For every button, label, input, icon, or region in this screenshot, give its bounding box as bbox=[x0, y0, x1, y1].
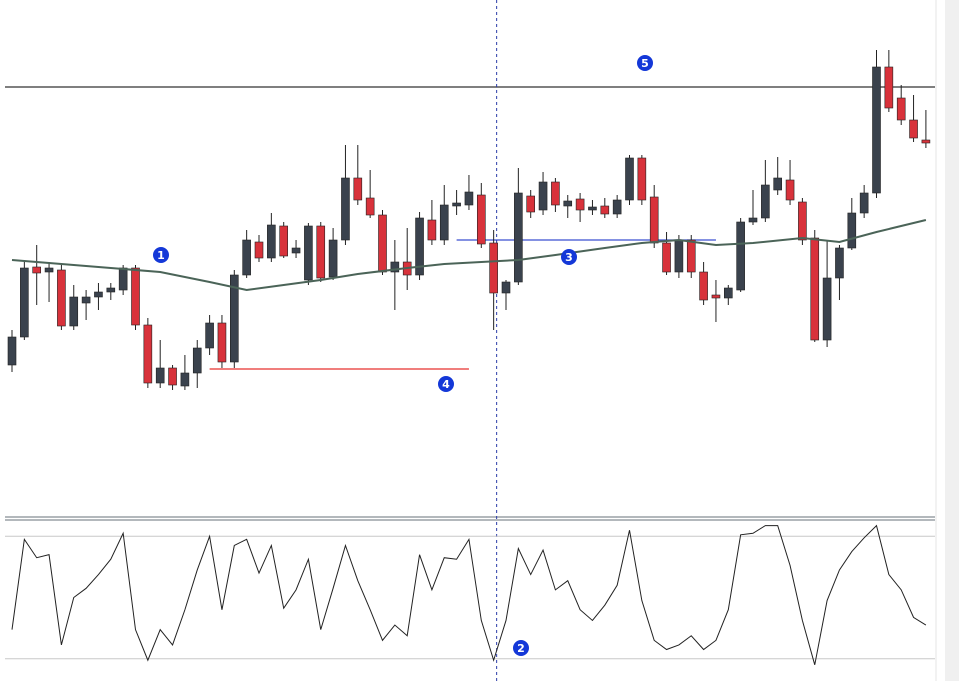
candle-body bbox=[155, 367, 165, 384]
candle-body bbox=[69, 296, 79, 327]
candle-body bbox=[649, 196, 659, 244]
candle-body bbox=[859, 192, 869, 214]
candle-body bbox=[390, 261, 400, 273]
candle-body bbox=[835, 247, 844, 279]
candle-body bbox=[662, 242, 671, 273]
annotation-badge bbox=[637, 55, 653, 71]
candle-body bbox=[57, 269, 66, 327]
candle-body bbox=[476, 194, 486, 245]
moving-average bbox=[11, 219, 927, 292]
candle-body bbox=[341, 177, 350, 241]
candle-body bbox=[723, 287, 733, 299]
candle-body bbox=[625, 157, 634, 201]
candle-body bbox=[686, 239, 696, 273]
candle-body bbox=[773, 177, 783, 191]
candle-body bbox=[736, 221, 745, 291]
candle-body bbox=[538, 181, 548, 211]
candle-body bbox=[551, 181, 560, 206]
candle-body bbox=[378, 214, 387, 273]
candle-body bbox=[230, 274, 239, 363]
annotation-badge bbox=[153, 247, 169, 263]
candle-body bbox=[514, 192, 523, 283]
annotation-label: 3 bbox=[565, 251, 573, 264]
candle-body bbox=[168, 367, 177, 386]
annotation-badge bbox=[513, 640, 529, 656]
annotation-badge bbox=[438, 376, 454, 392]
candle-body bbox=[588, 206, 597, 211]
candle-body bbox=[254, 241, 264, 259]
candle-body bbox=[32, 266, 42, 274]
candle-body bbox=[909, 119, 918, 139]
annotation-label: 4 bbox=[442, 378, 450, 391]
candle-body bbox=[600, 205, 610, 215]
annotation-label: 5 bbox=[641, 57, 649, 70]
candle-body bbox=[575, 198, 585, 211]
candle-body bbox=[180, 372, 190, 387]
candle-body bbox=[884, 66, 894, 109]
candle-body bbox=[143, 324, 153, 384]
candle-body bbox=[674, 239, 684, 273]
candle-body bbox=[501, 281, 511, 294]
candle-body bbox=[291, 247, 301, 254]
candle-body bbox=[304, 225, 313, 281]
candle-body bbox=[699, 271, 708, 301]
candle-body bbox=[94, 291, 103, 298]
candle-body bbox=[896, 97, 906, 121]
candle-body bbox=[563, 200, 573, 207]
candle-body bbox=[921, 139, 931, 144]
candle-body bbox=[711, 294, 721, 299]
candle-body bbox=[106, 287, 116, 293]
candle-body bbox=[526, 195, 536, 213]
candle-body bbox=[489, 242, 498, 294]
candle-body bbox=[7, 336, 17, 366]
candle-body bbox=[81, 296, 91, 304]
candle-body bbox=[761, 184, 770, 219]
candle-body bbox=[464, 191, 474, 206]
candle-body bbox=[415, 217, 424, 276]
candle-body bbox=[192, 347, 202, 374]
candle-body bbox=[810, 237, 820, 341]
annotation-badge bbox=[561, 249, 577, 265]
candle-body bbox=[353, 177, 363, 201]
candle-body bbox=[217, 322, 227, 363]
candle-body bbox=[872, 66, 881, 194]
oscillator-line bbox=[11, 524, 927, 665]
scrollbar bbox=[945, 0, 959, 681]
candle-body bbox=[44, 267, 54, 273]
candle-body bbox=[20, 267, 29, 338]
candle-body bbox=[118, 267, 128, 291]
candle-body bbox=[798, 201, 807, 241]
candle-body bbox=[205, 322, 214, 349]
candle-body bbox=[637, 157, 647, 201]
candle-body bbox=[316, 225, 326, 279]
candle-body bbox=[785, 179, 795, 201]
candle-body bbox=[612, 199, 622, 215]
candle-body bbox=[279, 225, 289, 257]
candle-body bbox=[822, 277, 832, 341]
candle-body bbox=[748, 217, 758, 223]
candle-body bbox=[847, 212, 857, 249]
candle-body bbox=[452, 202, 461, 207]
candle-body bbox=[365, 197, 375, 216]
annotation-label: 1 bbox=[157, 249, 165, 262]
candle-body bbox=[131, 267, 140, 326]
candle-body bbox=[439, 204, 449, 241]
candle-body bbox=[242, 239, 251, 276]
candle-body bbox=[267, 224, 276, 259]
annotation-label: 2 bbox=[517, 642, 525, 655]
candle-body bbox=[427, 219, 437, 241]
candle-body bbox=[328, 239, 338, 278]
